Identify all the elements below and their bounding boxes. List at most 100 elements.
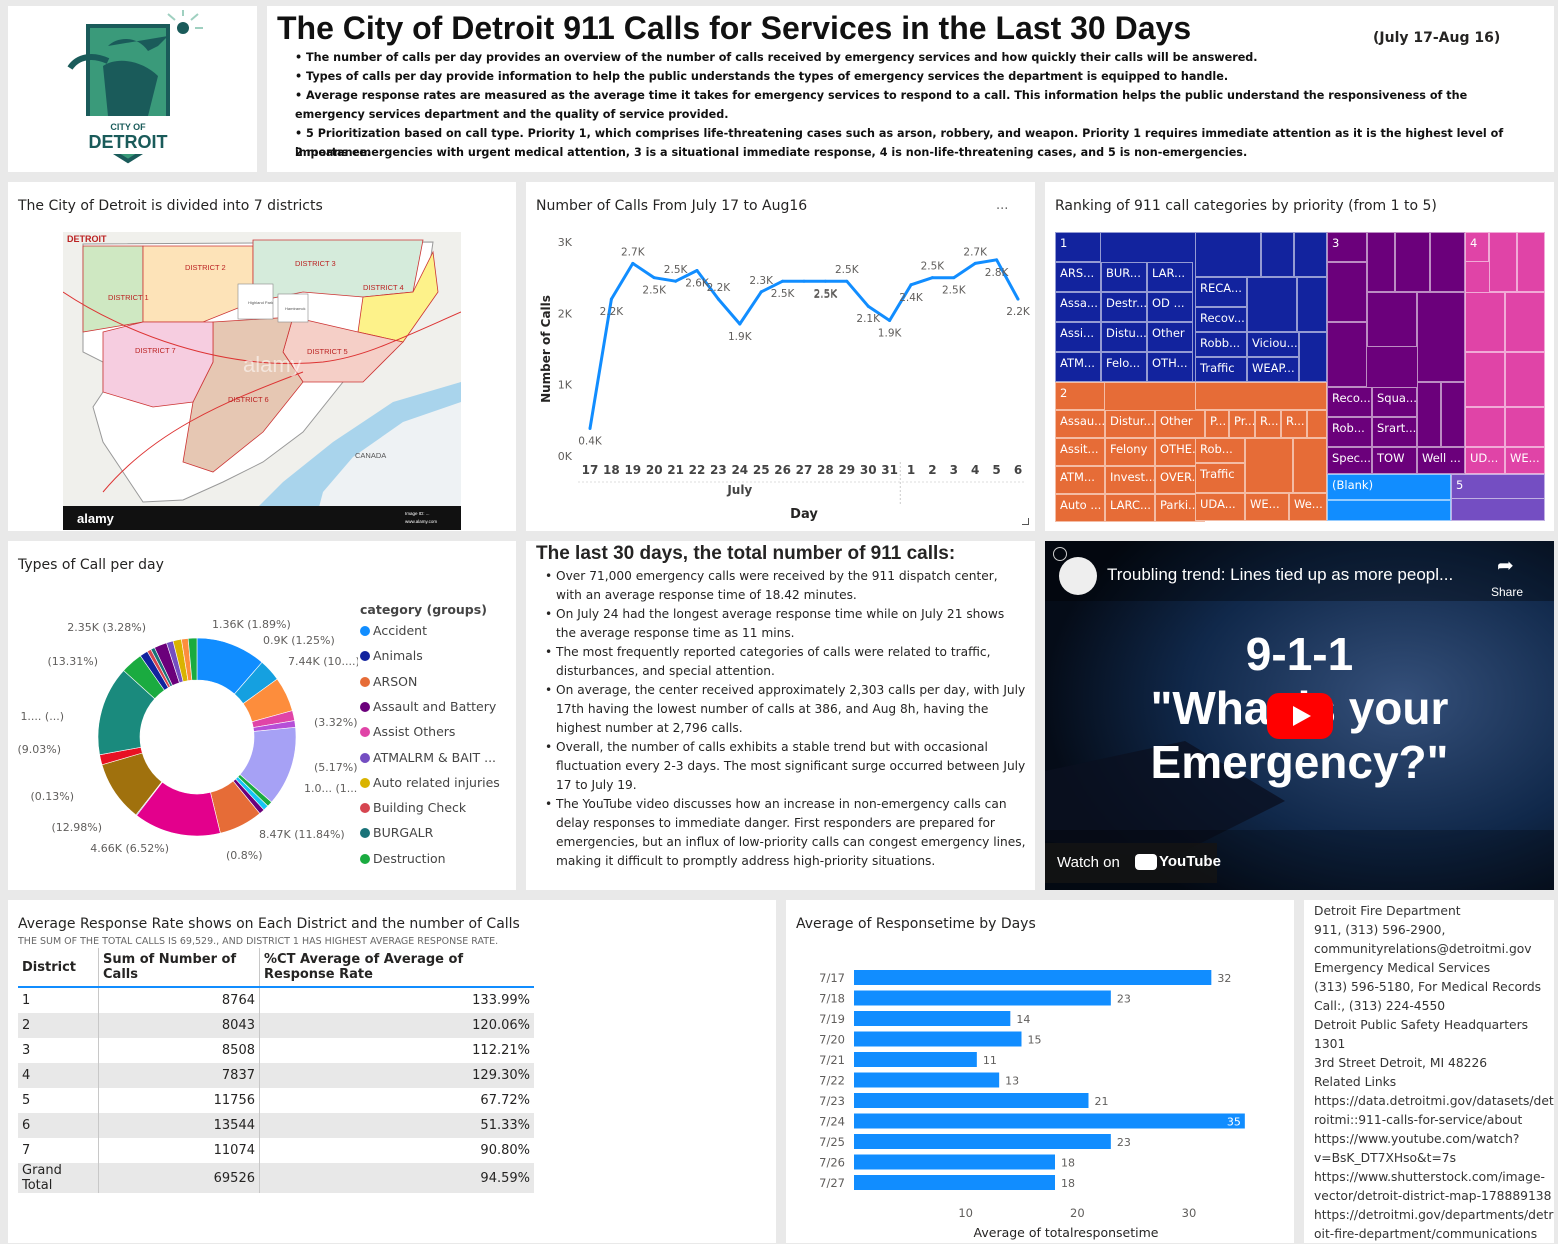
treemap-tile[interactable]: Auto ... xyxy=(1055,494,1105,522)
treemap-tile[interactable] xyxy=(1441,382,1465,447)
youtube-video[interactable]: Troubling trend: Lines tied up as more p… xyxy=(1045,541,1554,890)
treemap-tile[interactable] xyxy=(1395,232,1430,292)
treemap-tile[interactable]: Other xyxy=(1147,322,1193,352)
treemap-tile[interactable]: TOW xyxy=(1372,447,1417,474)
treemap-tile[interactable]: Recov... xyxy=(1195,307,1247,332)
legend-item[interactable]: Animals xyxy=(360,648,423,663)
column-header-calls[interactable]: Sum of Number of Calls xyxy=(98,948,260,988)
treemap-tile[interactable]: Pr... xyxy=(1229,410,1255,438)
table-row[interactable]: 1 8764 133.99% xyxy=(18,987,534,1013)
treemap-tile[interactable]: ATM... xyxy=(1055,466,1105,494)
treemap-group-label[interactable]: 4 xyxy=(1465,232,1489,262)
treemap-tile[interactable]: Assi... xyxy=(1055,322,1101,352)
treemap-tile[interactable] xyxy=(1307,410,1327,438)
related-link[interactable]: https://data.detroitmi.gov/datasets/det xyxy=(1314,1094,1554,1108)
legend-item[interactable]: Destruction xyxy=(360,851,446,866)
legend-item[interactable]: Assault and Battery xyxy=(360,699,496,714)
treemap-tile[interactable]: LARC... xyxy=(1105,494,1155,522)
treemap-tile[interactable]: ATM... xyxy=(1055,352,1101,382)
channel-avatar[interactable] xyxy=(1059,557,1097,595)
column-header-response-rate[interactable]: %CT Average of Average of Response Rate xyxy=(259,948,534,988)
treemap-tile[interactable]: UDA... xyxy=(1195,493,1245,521)
watch-on-youtube-button[interactable]: Watch on YouTube xyxy=(1045,843,1221,883)
treemap-tile[interactable] xyxy=(1245,438,1293,493)
legend-item[interactable]: Auto related injuries xyxy=(360,775,500,790)
treemap-tile[interactable] xyxy=(1327,262,1367,322)
treemap-tile[interactable] xyxy=(1294,232,1327,277)
treemap-tile[interactable] xyxy=(1367,292,1417,347)
share-icon[interactable]: ➦ xyxy=(1497,553,1514,577)
treemap-tile[interactable]: Assa... xyxy=(1055,292,1101,322)
treemap-tile[interactable]: BUR... xyxy=(1101,262,1147,292)
video-title[interactable]: Troubling trend: Lines tied up as more p… xyxy=(1107,565,1454,584)
treemap-tile[interactable]: R... xyxy=(1281,410,1307,438)
treemap-tile[interactable] xyxy=(1517,232,1545,292)
treemap-tile[interactable]: ARS... xyxy=(1055,262,1101,292)
treemap-tile[interactable]: Traffic xyxy=(1195,357,1247,382)
legend-item[interactable]: ARSON xyxy=(360,674,417,689)
treemap-tile[interactable] xyxy=(1417,382,1441,447)
treemap-tile[interactable]: Distu... xyxy=(1101,322,1147,352)
treemap-tile[interactable]: We... xyxy=(1289,493,1327,521)
treemap-tile[interactable] xyxy=(1417,292,1465,382)
treemap-tile[interactable] xyxy=(1430,232,1465,292)
legend-item[interactable]: Building Check xyxy=(360,800,466,815)
treemap-group-blank[interactable]: (Blank) xyxy=(1327,474,1451,500)
treemap-tile[interactable]: Assau... xyxy=(1055,410,1105,438)
legend-item[interactable]: ATMALRM & BAIT ... xyxy=(360,750,496,765)
treemap-tile[interactable]: WE... xyxy=(1245,493,1289,521)
treemap-tile[interactable]: Traffic xyxy=(1195,463,1245,493)
related-link[interactable]: https://www.youtube.com/watch? xyxy=(1314,1132,1520,1146)
treemap-tile[interactable]: Invest... xyxy=(1105,466,1155,494)
related-link[interactable]: roitmi::911-calls-for-service/about xyxy=(1314,1113,1523,1127)
play-button[interactable] xyxy=(1267,693,1333,739)
treemap-tile[interactable]: UD... xyxy=(1465,447,1505,474)
treemap-tile[interactable] xyxy=(1195,232,1261,277)
treemap-tile[interactable]: Well ... xyxy=(1417,447,1465,474)
treemap-tile[interactable] xyxy=(1367,232,1395,292)
treemap-tile[interactable] xyxy=(1297,277,1327,332)
treemap-tile[interactable] xyxy=(1489,232,1517,292)
treemap-tile[interactable] xyxy=(1505,407,1545,447)
table-row[interactable]: 3 8508 112.21% xyxy=(18,1038,534,1063)
table-row[interactable]: 2 8043 120.06% xyxy=(18,1013,534,1038)
treemap-tile[interactable]: WE... xyxy=(1505,447,1545,474)
treemap-tile[interactable]: Assit... xyxy=(1055,438,1105,466)
treemap-group-label[interactable]: 1 xyxy=(1055,232,1101,262)
treemap-tile[interactable] xyxy=(1465,407,1505,447)
table-row[interactable]: 5 11756 67.72% xyxy=(18,1088,534,1113)
related-link[interactable]: vector/detroit-district-map-178889138 xyxy=(1314,1189,1552,1203)
treemap-tile[interactable] xyxy=(1247,277,1297,332)
treemap-tile[interactable] xyxy=(1293,438,1327,493)
treemap-tile[interactable]: R... xyxy=(1255,410,1281,438)
treemap-tile[interactable]: OD ... xyxy=(1147,292,1193,322)
treemap-group-label[interactable]: 5 xyxy=(1451,474,1545,499)
treemap-tile[interactable]: Felony xyxy=(1105,438,1155,466)
table-total-row[interactable]: Grand Total 69526 94.59% xyxy=(18,1163,534,1193)
treemap-tile[interactable]: WEAP... xyxy=(1247,357,1299,382)
column-header-district[interactable]: District xyxy=(18,948,99,988)
treemap-tile[interactable]: Srart... xyxy=(1372,417,1417,447)
related-link[interactable]: https://detroitmi.gov/departments/detr xyxy=(1314,1208,1554,1222)
treemap-group-label[interactable]: 3 xyxy=(1327,232,1367,262)
treemap-tile[interactable]: Squa... xyxy=(1372,387,1417,417)
resize-handle-icon[interactable] xyxy=(1022,518,1029,525)
legend-item[interactable]: Assist Others xyxy=(360,724,455,739)
treemap-tile[interactable]: Felo... xyxy=(1101,352,1147,382)
treemap-tile[interactable]: Spec... xyxy=(1327,447,1372,474)
treemap-tile[interactable] xyxy=(1465,352,1505,407)
treemap-tile[interactable] xyxy=(1195,382,1327,410)
treemap-tile[interactable]: Destr... xyxy=(1101,292,1147,322)
treemap-tile[interactable]: Distur... xyxy=(1105,410,1155,438)
treemap-tile[interactable] xyxy=(1505,352,1545,407)
treemap-tile[interactable]: Other xyxy=(1155,410,1205,438)
treemap-tile[interactable]: P... xyxy=(1205,410,1229,438)
table-row[interactable]: 6 13544 51.33% xyxy=(18,1113,534,1138)
treemap-tile[interactable]: Rob... xyxy=(1195,438,1245,463)
treemap-tile[interactable] xyxy=(1327,500,1451,521)
treemap-tile[interactable]: RECA... xyxy=(1195,277,1247,307)
table-row[interactable]: 7 11074 90.80% xyxy=(18,1138,534,1163)
treemap-tile[interactable] xyxy=(1261,232,1294,277)
treemap-tile[interactable]: Viciou... xyxy=(1247,332,1299,357)
related-link[interactable]: oit-fire-department/communications xyxy=(1314,1227,1538,1241)
